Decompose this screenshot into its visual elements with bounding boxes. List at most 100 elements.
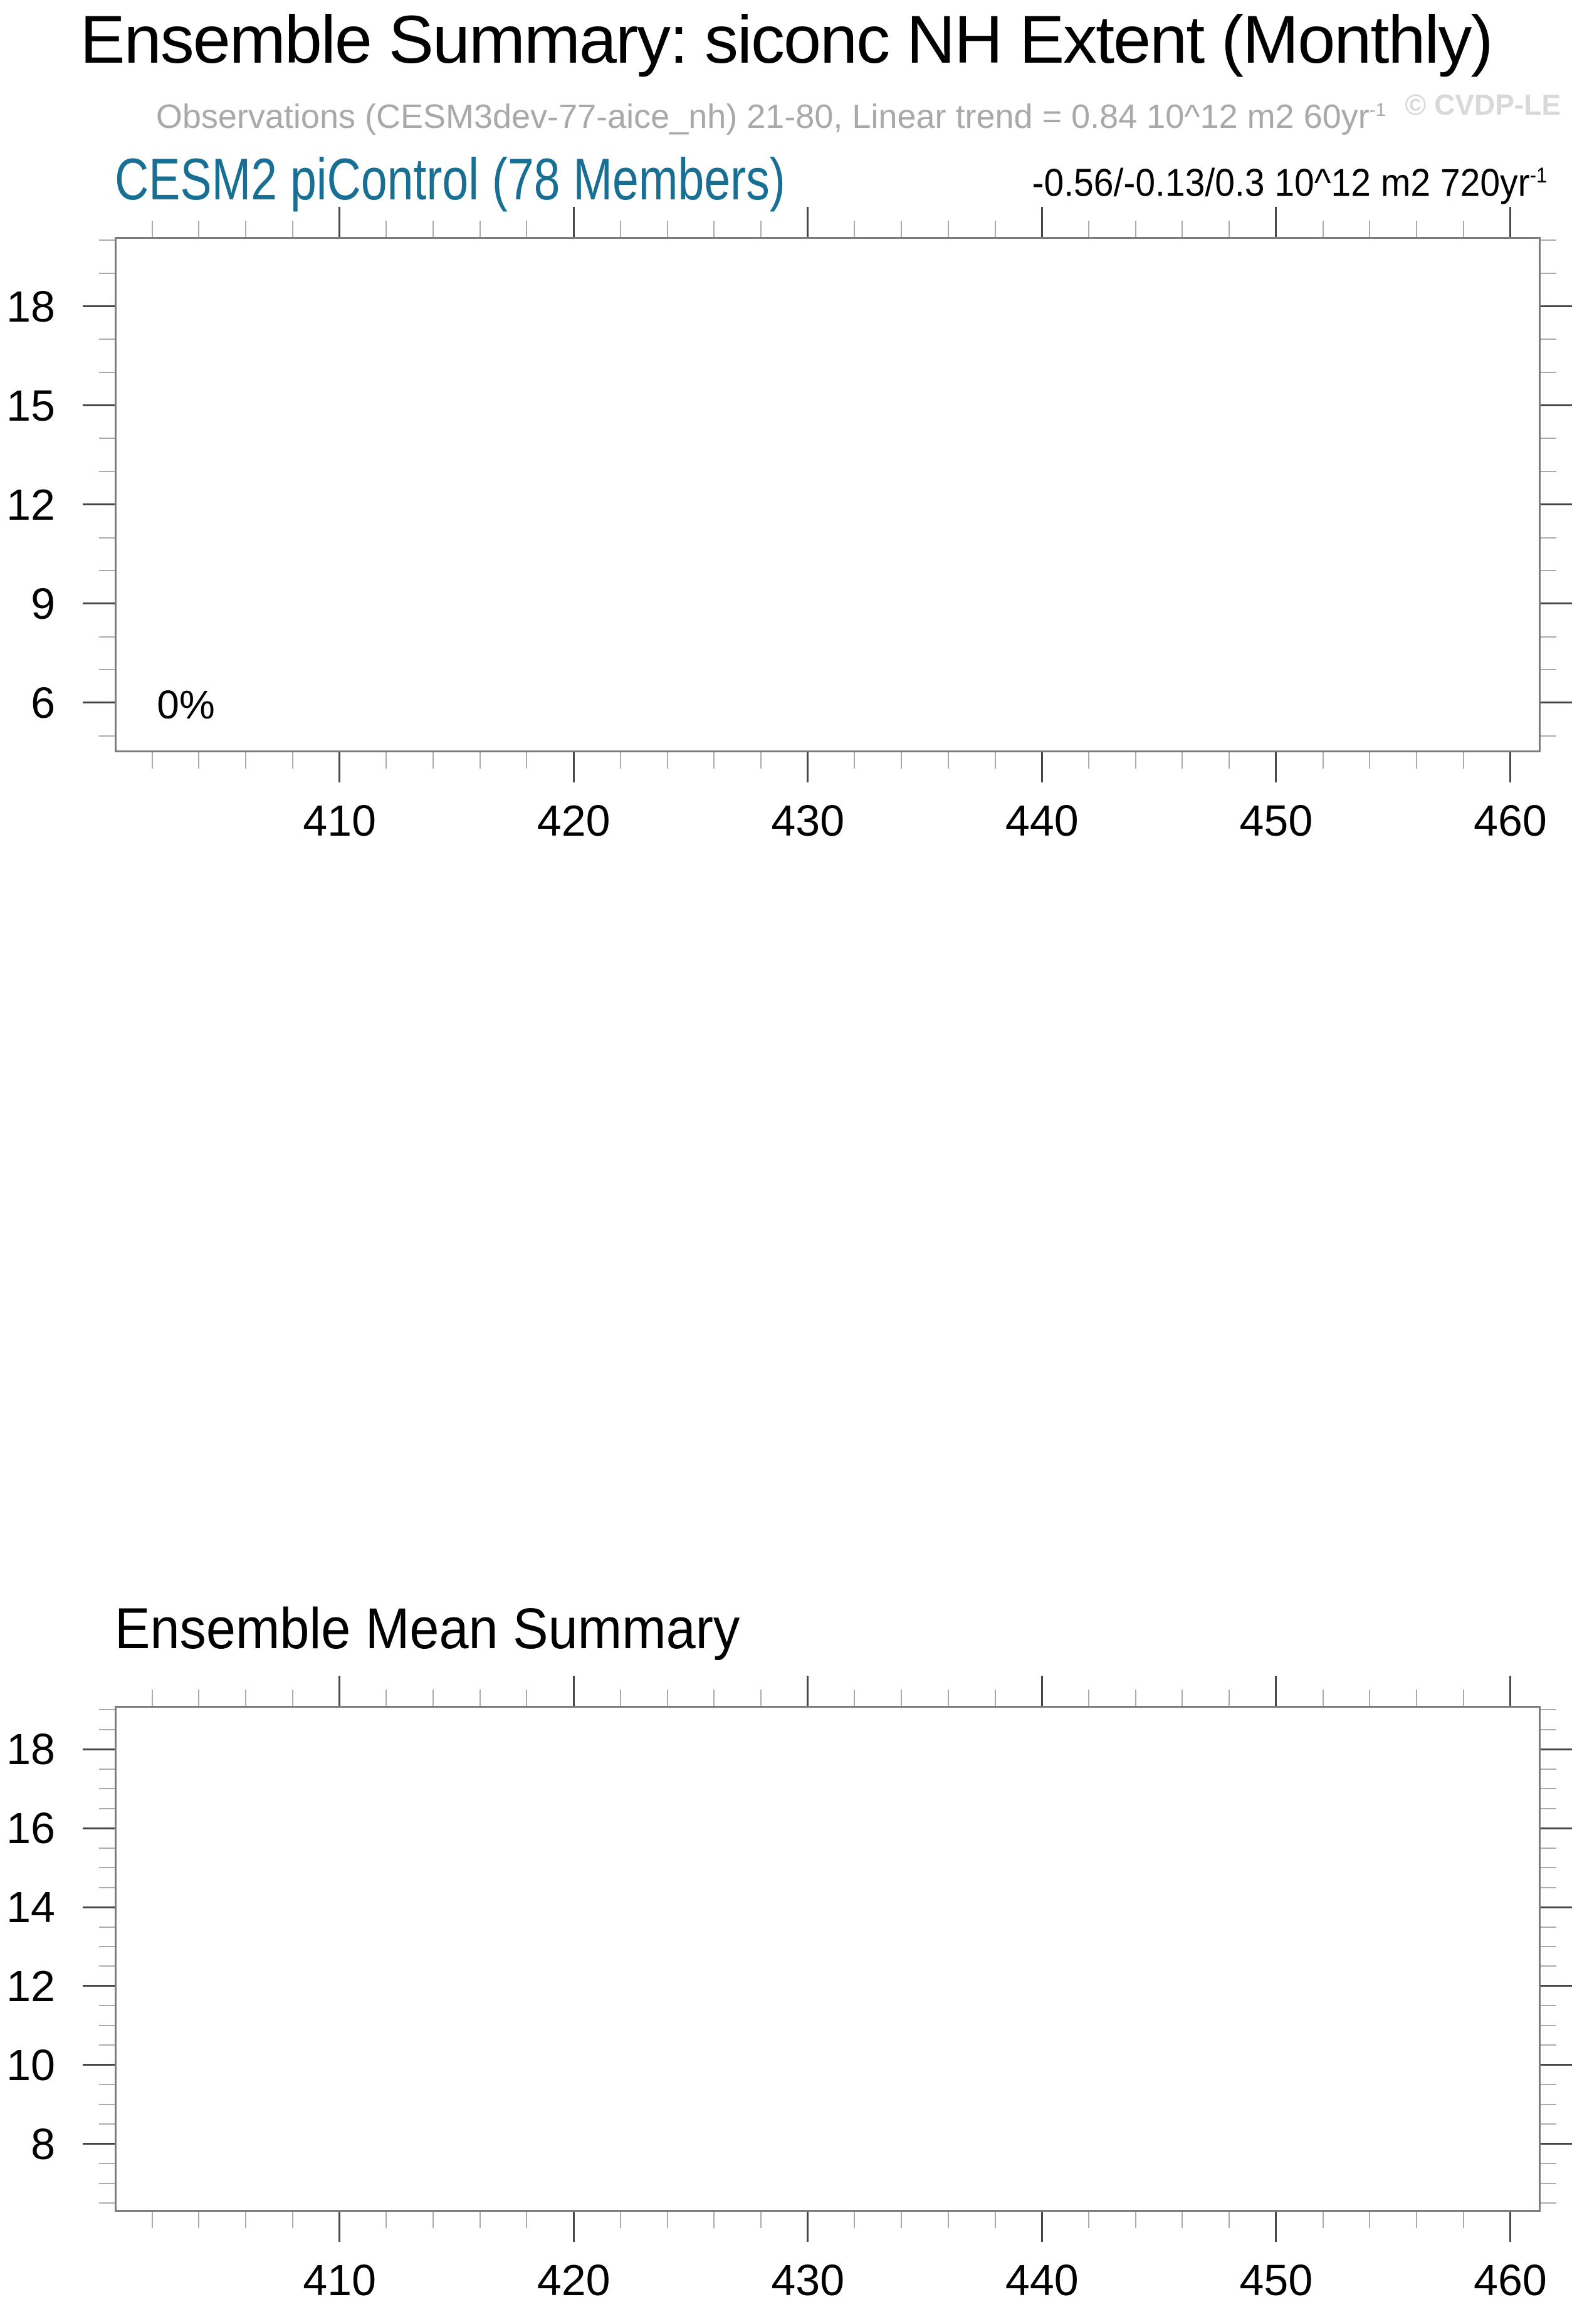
y-tick [83,1748,115,1750]
y-tick [1541,1867,1556,1869]
y-tick [83,1985,115,1987]
x-tick [151,752,153,769]
y-tick [83,2064,115,2066]
x-tick [1182,752,1183,769]
y-tick [99,2202,115,2204]
x-tick [1134,221,1136,237]
x-tick [245,752,247,769]
x-tick [994,221,996,237]
y-tick-label: 15 [6,381,55,430]
x-tick [338,2212,341,2242]
y-tick [99,1867,115,1869]
plot-frame [115,1706,1541,2212]
x-tick [901,1690,903,1706]
y-tick [83,1827,115,1829]
x-tick [1182,1690,1183,1706]
x-tick [1369,1690,1371,1706]
x-tick-label: 460 [1474,796,1547,845]
x-tick-label: 410 [303,2256,376,2305]
x-tick [1040,207,1043,237]
x-tick [1416,2212,1417,2228]
x-tick [432,221,434,237]
x-tick [1182,221,1183,237]
x-tick [245,221,247,237]
y-tick [83,305,115,308]
x-tick [807,1676,809,1706]
y-tick [83,2143,115,2145]
x-tick-label: 430 [771,796,845,845]
x-tick [338,207,341,237]
x-tick [994,1690,996,1706]
x-tick-label: 430 [771,2256,845,2305]
y-tick [99,735,115,737]
x-tick [1509,207,1511,237]
x-tick [854,2212,856,2228]
y-tick [99,2044,115,2046]
x-tick [854,752,856,769]
x-tick [1088,2212,1090,2228]
x-tick [666,752,668,769]
x-tick [1134,2212,1136,2228]
x-tick [432,2212,434,2228]
x-tick [572,2212,575,2242]
x-tick [901,221,903,237]
y-tick [99,2084,115,2086]
y-tick [83,1906,115,1908]
observations-subtitle-text: Observations (CESM3dev-77-aice_nh) 21-80… [155,98,1370,135]
x-tick [1509,1676,1511,1706]
x-tick [1275,2212,1277,2242]
x-tick-label: 440 [1005,2256,1079,2305]
x-tick [572,752,575,782]
x-tick [151,2212,153,2228]
y-tick-label: 6 [31,678,55,727]
y-tick [1541,2005,1556,2007]
x-tick [291,2212,293,2228]
x-tick [1322,1690,1324,1706]
y-tick [1541,2182,1556,2184]
y-tick-label: 12 [6,480,55,529]
x-tick [1040,1676,1043,1706]
x-tick [432,752,434,769]
x-tick [338,1676,341,1706]
y-tick [1541,2143,1572,2145]
x-tick-label: 420 [537,796,610,845]
x-tick [385,1690,387,1706]
x-tick [760,221,762,237]
y-tick [1541,305,1572,308]
x-tick [1369,752,1371,769]
y-tick [1541,570,1556,572]
trend-stats-exponent: -1 [1529,164,1547,187]
y-tick [99,1945,115,1947]
model-heading: CESM2 piControl (78 Members) [115,146,785,212]
ensemble-mean-summary-title: Ensemble Mean Summary [115,1597,740,1661]
cvdp-le-watermark: © CVDP-LE [1405,88,1561,121]
trend-stats-text: -0.56/-0.13/0.3 10^12 m2 720yr [1031,161,1530,205]
trend-stats: -0.56/-0.13/0.3 10^12 m2 720yr-1 [1032,152,1547,208]
x-tick [1088,1690,1090,1706]
x-tick [572,207,575,237]
y-tick [1541,702,1572,704]
y-tick [1541,2103,1556,2105]
y-tick [1541,537,1556,539]
x-tick [1134,752,1136,769]
x-tick [526,221,528,237]
y-tick-label: 9 [31,579,55,628]
y-tick [99,1847,115,1849]
y-tick [99,1926,115,1928]
x-tick [1275,207,1277,237]
x-tick [619,752,621,769]
y-tick [1541,272,1556,274]
y-tick [83,602,115,605]
y-tick [1541,2123,1556,2125]
x-tick [198,1690,200,1706]
y-tick [99,372,115,374]
y-tick [1541,2044,1556,2046]
y-tick-label: 18 [6,281,55,331]
x-tick [338,752,341,782]
x-tick-label: 440 [1005,796,1079,845]
y-tick [99,1886,115,1888]
y-tick [99,471,115,473]
y-tick [1541,2163,1556,2165]
y-tick [99,239,115,241]
